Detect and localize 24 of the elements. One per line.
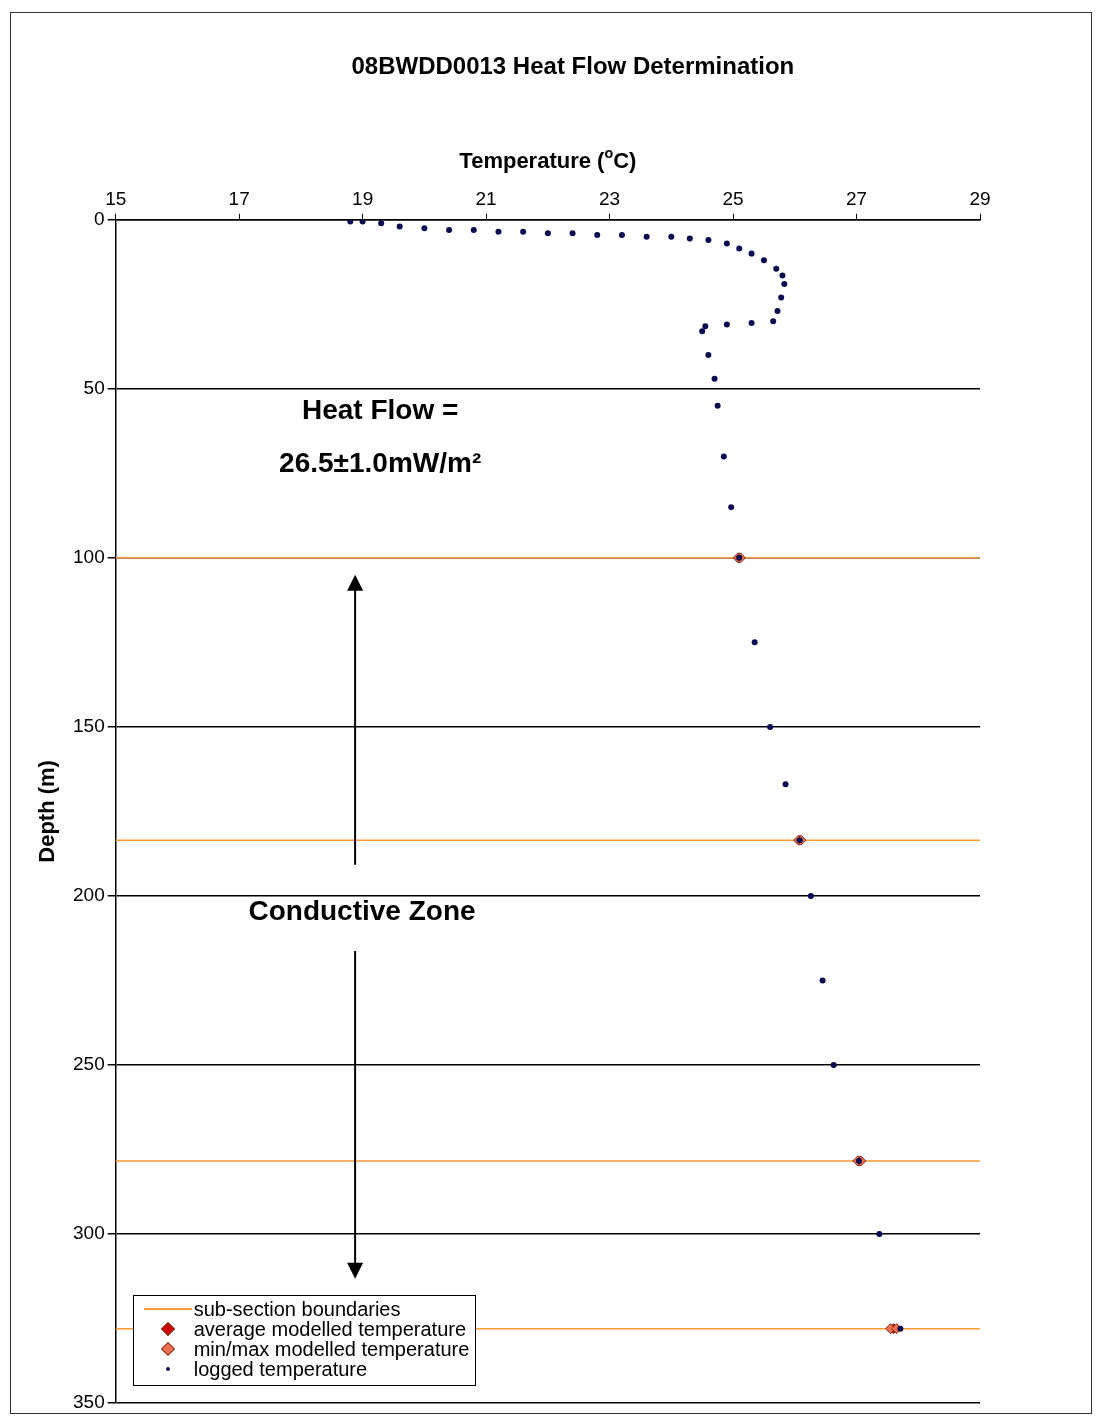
x-tick-label: 17	[228, 187, 250, 209]
y-tick-label: 0	[94, 208, 105, 230]
chart-title: 08BWDD0013 Heat Flow Determination	[351, 51, 795, 79]
x-tick-label: 19	[352, 187, 374, 209]
y-axis-title: Depth (m)	[34, 760, 60, 863]
y-tick-label: 350	[73, 1391, 105, 1413]
y-tick-label: 100	[73, 546, 105, 568]
annotation: Conductive Zone	[248, 894, 476, 926]
legend-label: average modelled temperature	[193, 1318, 467, 1340]
annotation: Heat Flow =	[301, 394, 459, 426]
legend-label: logged temperature	[193, 1358, 368, 1380]
legend-label: sub-section boundaries	[193, 1298, 401, 1320]
y-tick-label: 300	[73, 1222, 105, 1244]
x-tick-label: 15	[105, 187, 127, 209]
annotation: 26.5±1.0mW/m²	[279, 447, 482, 479]
x-tick-label: 25	[722, 187, 744, 209]
y-tick-label: 150	[73, 715, 105, 737]
x-tick-label: 23	[599, 187, 621, 209]
y-tick-label: 200	[73, 884, 105, 906]
y-tick-label: 250	[73, 1053, 105, 1075]
x-tick-label: 29	[969, 187, 991, 209]
x-tick-label: 21	[475, 187, 497, 209]
x-tick-label: 27	[845, 187, 868, 209]
y-tick-label: 50	[83, 377, 105, 399]
